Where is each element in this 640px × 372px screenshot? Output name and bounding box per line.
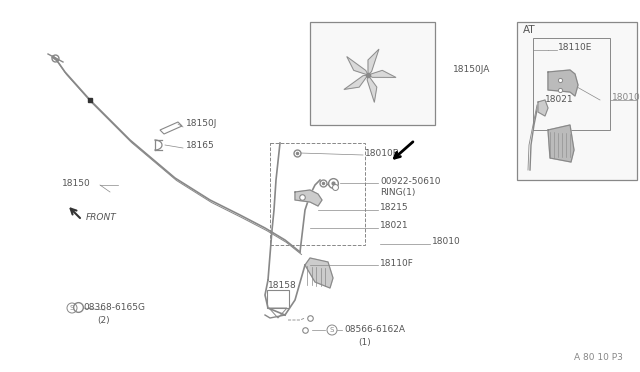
Polygon shape [538,100,548,116]
Polygon shape [367,75,377,102]
Text: S: S [330,327,334,333]
Text: 00922-50610: 00922-50610 [380,176,440,186]
Text: A 80 10 P3: A 80 10 P3 [574,353,623,362]
Polygon shape [368,49,379,75]
Polygon shape [305,258,333,288]
Text: 18150JA: 18150JA [453,65,490,74]
Text: AT: AT [523,25,536,35]
Text: 18165: 18165 [186,141,215,150]
Text: 08368-6165G: 08368-6165G [83,304,145,312]
Polygon shape [548,125,574,162]
Text: 08566-6162A: 08566-6162A [344,324,405,334]
Text: 18010: 18010 [612,93,640,103]
Text: 18010: 18010 [432,237,461,247]
Text: 18110F: 18110F [380,259,414,267]
Bar [310,22,435,125]
Polygon shape [344,75,368,89]
Polygon shape [368,70,396,77]
Polygon shape [347,57,368,75]
Bar [533,38,610,130]
Text: 18110E: 18110E [558,44,593,52]
Text: 18021: 18021 [380,221,408,231]
Text: (1): (1) [358,337,371,346]
Bar [267,290,289,308]
Text: 18215: 18215 [380,203,408,212]
Bar [517,22,637,180]
Text: 18158: 18158 [268,280,297,289]
Text: RING(1): RING(1) [380,189,415,198]
Polygon shape [295,190,322,206]
Text: 18021: 18021 [545,94,573,103]
Bar [270,143,365,245]
Text: (2): (2) [97,317,109,326]
Text: S: S [70,305,74,311]
Text: 18150J: 18150J [186,119,218,128]
Text: 18010B: 18010B [365,148,400,157]
Text: FRONT: FRONT [86,214,116,222]
Polygon shape [548,70,578,96]
Text: 18150: 18150 [62,179,91,187]
